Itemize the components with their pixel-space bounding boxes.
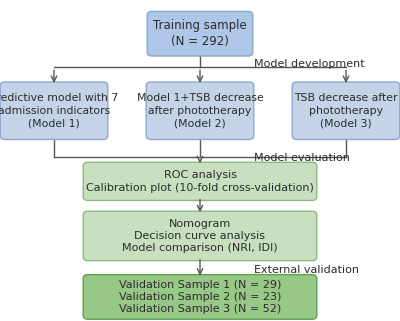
Text: Nomogram
Decision curve analysis
Model comparison (NRI, IDI): Nomogram Decision curve analysis Model c… bbox=[122, 219, 278, 253]
Text: Model evaluation: Model evaluation bbox=[254, 153, 350, 163]
FancyBboxPatch shape bbox=[83, 211, 317, 261]
Text: Training sample
(N = 292): Training sample (N = 292) bbox=[153, 19, 247, 48]
FancyBboxPatch shape bbox=[292, 82, 400, 139]
Text: ROC analysis
Calibration plot (10-fold cross-validation): ROC analysis Calibration plot (10-fold c… bbox=[86, 170, 314, 193]
Text: Model development: Model development bbox=[254, 59, 365, 69]
FancyBboxPatch shape bbox=[83, 162, 317, 200]
Text: Model 1+TSB decrease
after phototherapy
(Model 2): Model 1+TSB decrease after phototherapy … bbox=[137, 93, 263, 128]
Text: Validation Sample 1 (N = 29)
Validation Sample 2 (N = 23)
Validation Sample 3 (N: Validation Sample 1 (N = 29) Validation … bbox=[119, 280, 281, 314]
Text: TSB decrease after
phototherapy
(Model 3): TSB decrease after phototherapy (Model 3… bbox=[294, 93, 398, 128]
Text: Predictive model with 7
admission indicators
(Model 1): Predictive model with 7 admission indica… bbox=[0, 93, 118, 128]
Text: External validation: External validation bbox=[254, 265, 359, 275]
FancyBboxPatch shape bbox=[146, 82, 254, 139]
FancyBboxPatch shape bbox=[83, 274, 317, 319]
FancyBboxPatch shape bbox=[147, 11, 253, 56]
FancyBboxPatch shape bbox=[0, 82, 108, 139]
